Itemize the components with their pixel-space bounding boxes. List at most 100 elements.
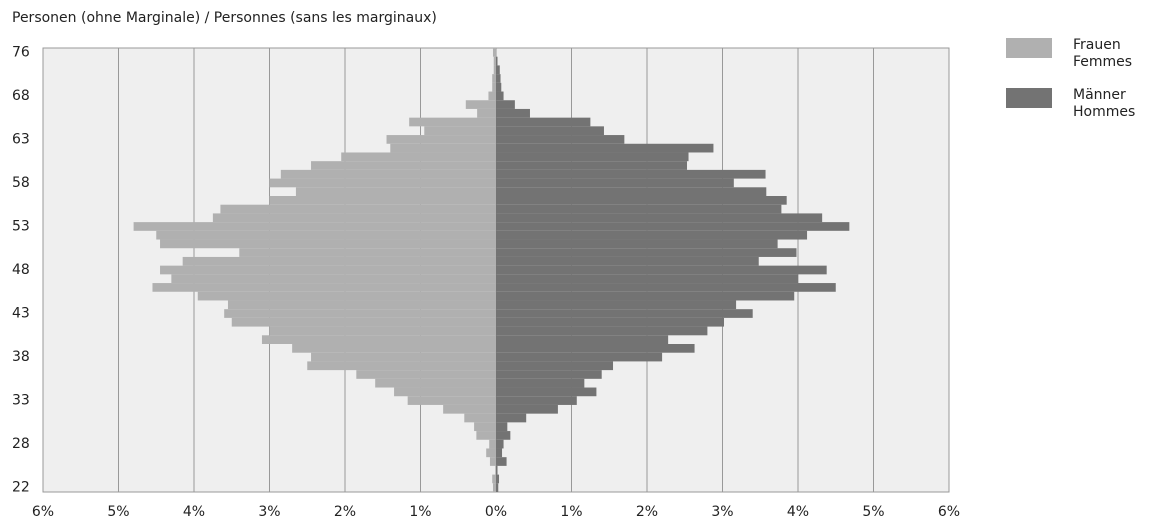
bar [496,82,502,92]
bar [496,448,503,458]
bar [496,378,585,388]
bar [231,317,496,327]
bar [496,187,767,196]
bar [496,413,527,423]
legend-label: Männer Hommes [1073,87,1136,120]
bar [474,422,496,432]
bar [496,161,688,170]
bar [375,378,496,388]
bar [220,204,497,214]
y-tick-label: 53 [12,218,30,234]
bar [496,126,604,136]
bar [496,465,498,475]
x-tick-label: 1% [409,504,431,520]
bar [496,65,500,75]
y-tick-label: 76 [12,44,30,60]
y-axis-label: Personen (ohne Marginale) / Personnes (s… [12,10,437,26]
bar [197,291,496,301]
bar [227,300,496,310]
bar [496,117,591,127]
y-tick-label: 58 [12,175,30,191]
bar [496,404,558,414]
bar [496,100,515,109]
x-tick-label: 0% [485,504,507,520]
bar [477,108,496,118]
bar [492,483,496,492]
bar [496,439,504,449]
bar [212,213,496,223]
y-tick-label: 63 [12,131,30,147]
legend-label: Frauen Femmes [1073,37,1133,70]
bar [496,74,501,83]
y-tick-label: 38 [12,349,30,365]
x-tick-label: 6% [32,504,54,520]
bar [133,222,496,231]
bar [160,239,496,249]
bar [496,387,597,397]
bar [496,108,530,118]
y-tick-label: 33 [12,393,30,409]
bar [496,178,734,188]
bar [496,222,850,231]
bar [495,465,496,475]
bar [152,283,496,292]
bar [224,309,496,318]
bar [496,483,499,492]
x-tick-label: 2% [334,504,356,520]
x-tick-label: 2% [636,504,658,520]
bar [280,169,496,179]
bar [443,404,496,414]
bar [496,474,500,484]
bar [394,387,496,397]
x-tick-label: 6% [938,504,960,520]
bar [496,213,823,223]
x-tick-label: 5% [107,504,129,520]
bar [496,152,689,162]
x-tick-label: 1% [560,504,582,520]
bar [496,300,737,310]
bar [496,317,725,327]
bar [496,265,827,275]
x-tick-label: 4% [183,504,205,520]
bar [492,48,496,57]
legend-swatch [1006,88,1052,108]
bar [493,65,496,75]
bar [496,239,778,249]
bar [464,413,496,423]
x-tick-label: 3% [711,504,733,520]
x-tick-label: 4% [787,504,809,520]
y-tick-label: 48 [12,262,30,278]
y-tick-label: 68 [12,88,30,104]
bar [307,361,496,371]
bar [239,248,497,257]
bar [496,422,508,432]
bar [496,230,808,240]
bar [386,135,496,144]
bar [492,82,496,92]
bar [496,256,759,266]
bar [407,396,496,405]
bar [496,135,625,144]
bar [496,431,511,440]
bar [182,256,497,266]
bar [292,344,496,353]
bar [295,187,496,196]
bar [424,126,496,136]
bar [489,439,496,449]
bar [492,74,496,83]
bar [171,274,496,284]
bar [496,248,797,257]
bar [489,457,496,466]
bar [496,169,766,179]
y-tick-label: 28 [12,436,30,452]
bar [488,91,496,101]
legend-swatch [1006,38,1052,58]
bar [493,56,496,66]
x-tick-label: 3% [258,504,280,520]
bar [496,56,498,66]
bar [496,396,577,405]
bar [269,196,496,205]
bar [492,474,496,484]
bar [496,91,504,101]
